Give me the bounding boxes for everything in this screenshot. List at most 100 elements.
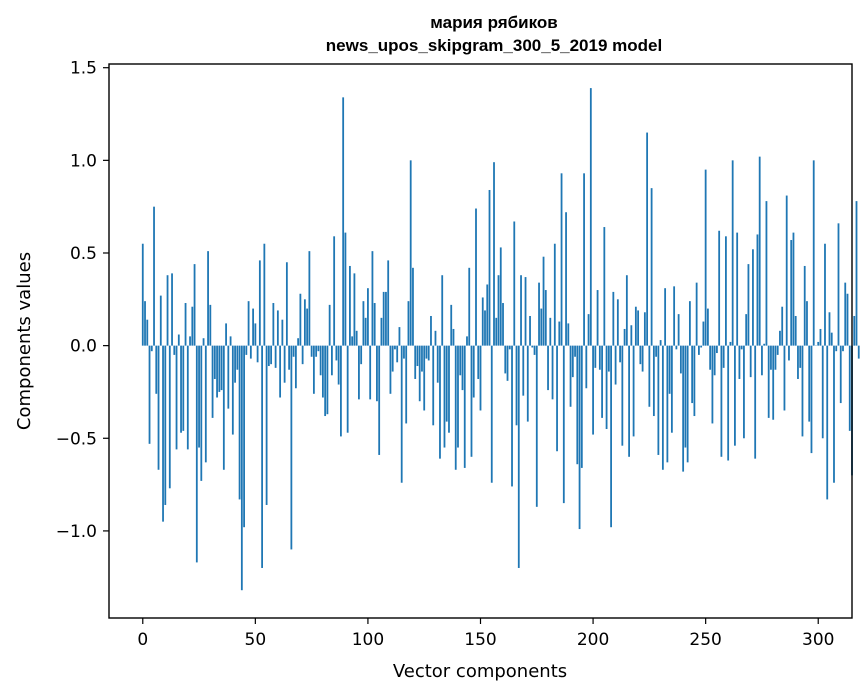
bar-80 bbox=[321, 345, 324, 398]
bar-38 bbox=[227, 345, 230, 409]
bar-209 bbox=[612, 291, 615, 346]
bar-221 bbox=[639, 345, 642, 365]
bar-149 bbox=[477, 345, 480, 379]
bar-205 bbox=[603, 227, 606, 346]
bar-146 bbox=[470, 345, 473, 457]
bar-66 bbox=[290, 345, 293, 550]
bar-6 bbox=[155, 345, 158, 394]
bar-228 bbox=[655, 345, 658, 357]
bar-212 bbox=[619, 345, 621, 363]
bar-227 bbox=[652, 345, 655, 417]
bar-241 bbox=[684, 345, 687, 448]
bar-161 bbox=[504, 345, 507, 374]
bar-90 bbox=[344, 232, 347, 346]
bar-261 bbox=[729, 341, 732, 346]
bar-249 bbox=[702, 321, 705, 346]
bar-20 bbox=[186, 345, 189, 450]
bar-113 bbox=[396, 345, 399, 363]
bar-143 bbox=[463, 345, 466, 468]
bar-26 bbox=[200, 345, 203, 481]
bar-158 bbox=[497, 275, 500, 346]
bar-147 bbox=[472, 345, 475, 398]
bar-21 bbox=[189, 336, 191, 346]
bar-135 bbox=[445, 345, 448, 422]
y-tick-label: −0.5 bbox=[56, 429, 97, 449]
bar-68 bbox=[294, 345, 297, 389]
bar-180 bbox=[547, 345, 549, 391]
bar-29 bbox=[207, 251, 209, 346]
y-tick-label: 0.5 bbox=[70, 244, 97, 264]
bar-83 bbox=[328, 304, 331, 346]
bar-95 bbox=[355, 330, 358, 346]
bar-52 bbox=[258, 260, 261, 346]
bar-84 bbox=[331, 345, 333, 376]
bar-122 bbox=[416, 345, 419, 367]
bar-33 bbox=[216, 345, 218, 398]
x-tick-label: 250 bbox=[689, 630, 721, 650]
bar-126 bbox=[425, 345, 428, 359]
bar-105 bbox=[378, 345, 381, 455]
bar-188 bbox=[565, 212, 567, 346]
bar-101 bbox=[369, 345, 372, 400]
bar-176 bbox=[538, 282, 540, 346]
bar-245 bbox=[693, 345, 696, 417]
bar-133 bbox=[441, 275, 444, 346]
bar-120 bbox=[412, 267, 414, 346]
bar-305 bbox=[828, 312, 831, 346]
bar-131 bbox=[436, 345, 439, 383]
bar-189 bbox=[567, 323, 570, 346]
bar-1 bbox=[144, 301, 146, 346]
bar-34 bbox=[218, 345, 221, 392]
bar-35 bbox=[220, 345, 223, 391]
bar-88 bbox=[340, 345, 342, 437]
bar-259 bbox=[725, 236, 727, 346]
bar-81 bbox=[324, 345, 327, 417]
bar-229 bbox=[657, 345, 660, 455]
bar-252 bbox=[709, 345, 712, 370]
bar-25 bbox=[198, 345, 200, 448]
bar-77 bbox=[315, 345, 318, 357]
bar-216 bbox=[628, 345, 630, 457]
bar-13 bbox=[171, 273, 173, 346]
bar-141 bbox=[459, 345, 462, 376]
bar-316 bbox=[853, 315, 856, 346]
bar-127 bbox=[427, 345, 430, 361]
bar-211 bbox=[616, 299, 619, 346]
bar-59 bbox=[274, 345, 277, 368]
bars-group bbox=[141, 88, 860, 591]
bar-198 bbox=[587, 314, 590, 346]
bar-200 bbox=[592, 345, 594, 435]
bar-258 bbox=[722, 345, 725, 368]
bar-172 bbox=[529, 315, 531, 346]
bar-242 bbox=[686, 345, 689, 463]
bar-237 bbox=[675, 345, 678, 350]
bar-312 bbox=[844, 282, 847, 346]
bar-89 bbox=[342, 97, 345, 346]
bar-45 bbox=[243, 345, 245, 528]
bar-14 bbox=[173, 345, 176, 355]
bar-240 bbox=[682, 345, 685, 472]
bar-208 bbox=[610, 345, 612, 528]
bar-86 bbox=[335, 345, 338, 361]
bar-37 bbox=[225, 323, 227, 346]
bar-278 bbox=[767, 345, 770, 418]
bar-136 bbox=[448, 345, 450, 433]
bar-71 bbox=[301, 345, 304, 365]
bar-47 bbox=[247, 301, 250, 346]
bar-3 bbox=[148, 345, 151, 444]
bar-51 bbox=[256, 345, 259, 363]
bar-119 bbox=[409, 160, 412, 346]
bar-106 bbox=[380, 317, 383, 346]
bar-160 bbox=[502, 303, 504, 346]
x-tick-label: 200 bbox=[577, 630, 609, 650]
bar-295 bbox=[806, 301, 808, 346]
bar-243 bbox=[688, 301, 691, 346]
bar-138 bbox=[452, 328, 455, 346]
bar-225 bbox=[648, 345, 651, 407]
bar-217 bbox=[630, 325, 633, 346]
bar-58 bbox=[272, 303, 275, 346]
bar-142 bbox=[461, 345, 464, 391]
bar-235 bbox=[670, 345, 673, 433]
bar-190 bbox=[569, 345, 572, 407]
bar-231 bbox=[661, 345, 664, 470]
